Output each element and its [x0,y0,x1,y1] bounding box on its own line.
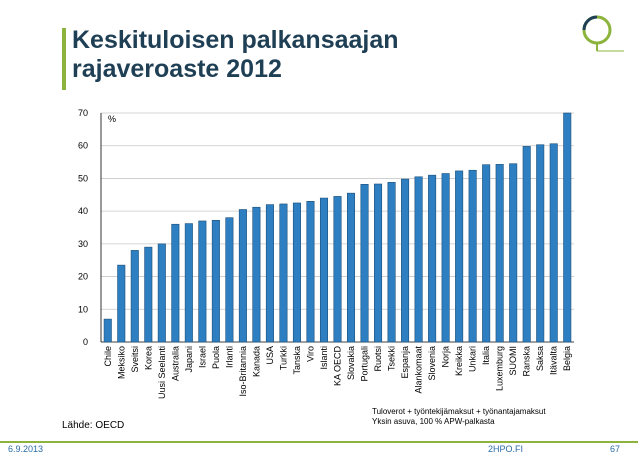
bar [184,223,193,343]
bar [319,197,329,343]
y-tick-label: 60 [78,141,88,151]
x-tick-label: USA [265,346,275,365]
y-tick-label: 20 [78,272,88,282]
bar [333,196,342,343]
x-tick-label: Belgia [562,346,572,371]
y-tick-label: 30 [78,239,88,249]
bar [387,182,396,343]
footer-brand: 2HPO.FI [488,444,524,454]
x-tick-label: Japani [184,346,194,373]
x-tick-label: Korea [143,346,153,370]
x-tick-label: KA OECD [333,346,343,387]
x-tick-label: Portugali [360,346,370,382]
y-tick-label: 70 [78,108,88,118]
x-tick-label: Iso-Britannia [238,346,248,397]
bar [346,192,356,343]
bar [103,318,112,343]
x-tick-label: Tanska [292,346,302,375]
x-tick-label: Australia [170,346,180,381]
x-tick-label: SUOMI [508,346,518,376]
bar [292,202,301,343]
x-tick-label: Tsekki [387,346,397,371]
bar [238,209,247,343]
bar [441,173,450,343]
bar [252,206,261,343]
x-tick-label: Slovakia [346,346,356,380]
x-tick-label: Israel [197,346,207,368]
footer-divider [0,441,638,443]
x-tick-label: Uusi Seelanti [157,346,167,399]
x-tick-label: Ranska [522,346,532,377]
chart-note: Tuloverot + työntekijämaksut + työnantaj… [372,407,602,427]
bar [401,178,410,343]
bar [360,184,369,343]
bar [414,176,423,343]
x-tick-label: Espanja [400,346,410,379]
x-tick-label: Chile [103,346,113,367]
bar [563,112,572,343]
footer-date: 6.9.2013 [8,444,44,454]
bar [157,243,166,343]
bar [536,144,545,343]
y-tick-label: 10 [78,304,88,314]
bar [428,174,437,343]
source-text: Lähde: OECD [62,420,125,431]
x-tick-label: Alankomaat [414,346,424,394]
x-tick-label: Itävalta [549,346,559,375]
x-tick-label: Irlanti [224,346,234,368]
bar [482,164,491,343]
x-tick-label: Kreikka [454,346,464,376]
bar [130,250,139,343]
x-tick-label: Sveitsi [130,346,140,373]
bar [306,201,315,343]
bar [495,164,504,343]
bar [225,217,234,343]
x-tick-label: Italia [481,346,491,365]
title-accent-bar [62,28,66,90]
x-tick-label: Ruotsi [373,346,383,372]
x-tick-label: Turkki [278,346,288,370]
chart-note-line: Yksin asuva, 100 % APW-palkasta [372,417,495,426]
bar [211,220,220,343]
y-tick-label: 50 [78,173,88,183]
y-axis-label: % [108,114,116,124]
x-tick-label: Kanada [251,346,261,377]
x-tick-label: Islanti [319,346,329,370]
bar [265,204,274,343]
y-tick-label: 0 [83,337,88,347]
bar [455,170,464,343]
chart-note-line: Tuloverot + työntekijämaksut + työnantaj… [372,407,546,416]
bar [522,146,531,343]
bar [279,203,288,343]
x-tick-label: Luxemburg [495,346,505,391]
bar [549,143,558,343]
logo-icon [582,15,624,52]
x-tick-label: Saksa [535,346,545,371]
x-tick-label: Unkari [468,346,478,372]
bar [468,169,477,343]
page-title: Keskituloisen palkansaajan rajaveroaste … [72,26,399,83]
x-tick-label: Puola [211,346,221,369]
bar [117,264,126,343]
x-tick-label: Norja [441,346,451,368]
bar [374,183,383,343]
page-number: 67 [610,444,621,454]
bar [198,220,207,343]
bar [171,223,180,343]
bar [509,163,518,343]
x-tick-label: Slovenia [427,346,437,381]
bar [144,246,153,343]
y-tick-label: 40 [78,206,88,216]
x-tick-label: Viro [305,346,315,362]
x-tick-label: Meksiko [116,346,126,379]
